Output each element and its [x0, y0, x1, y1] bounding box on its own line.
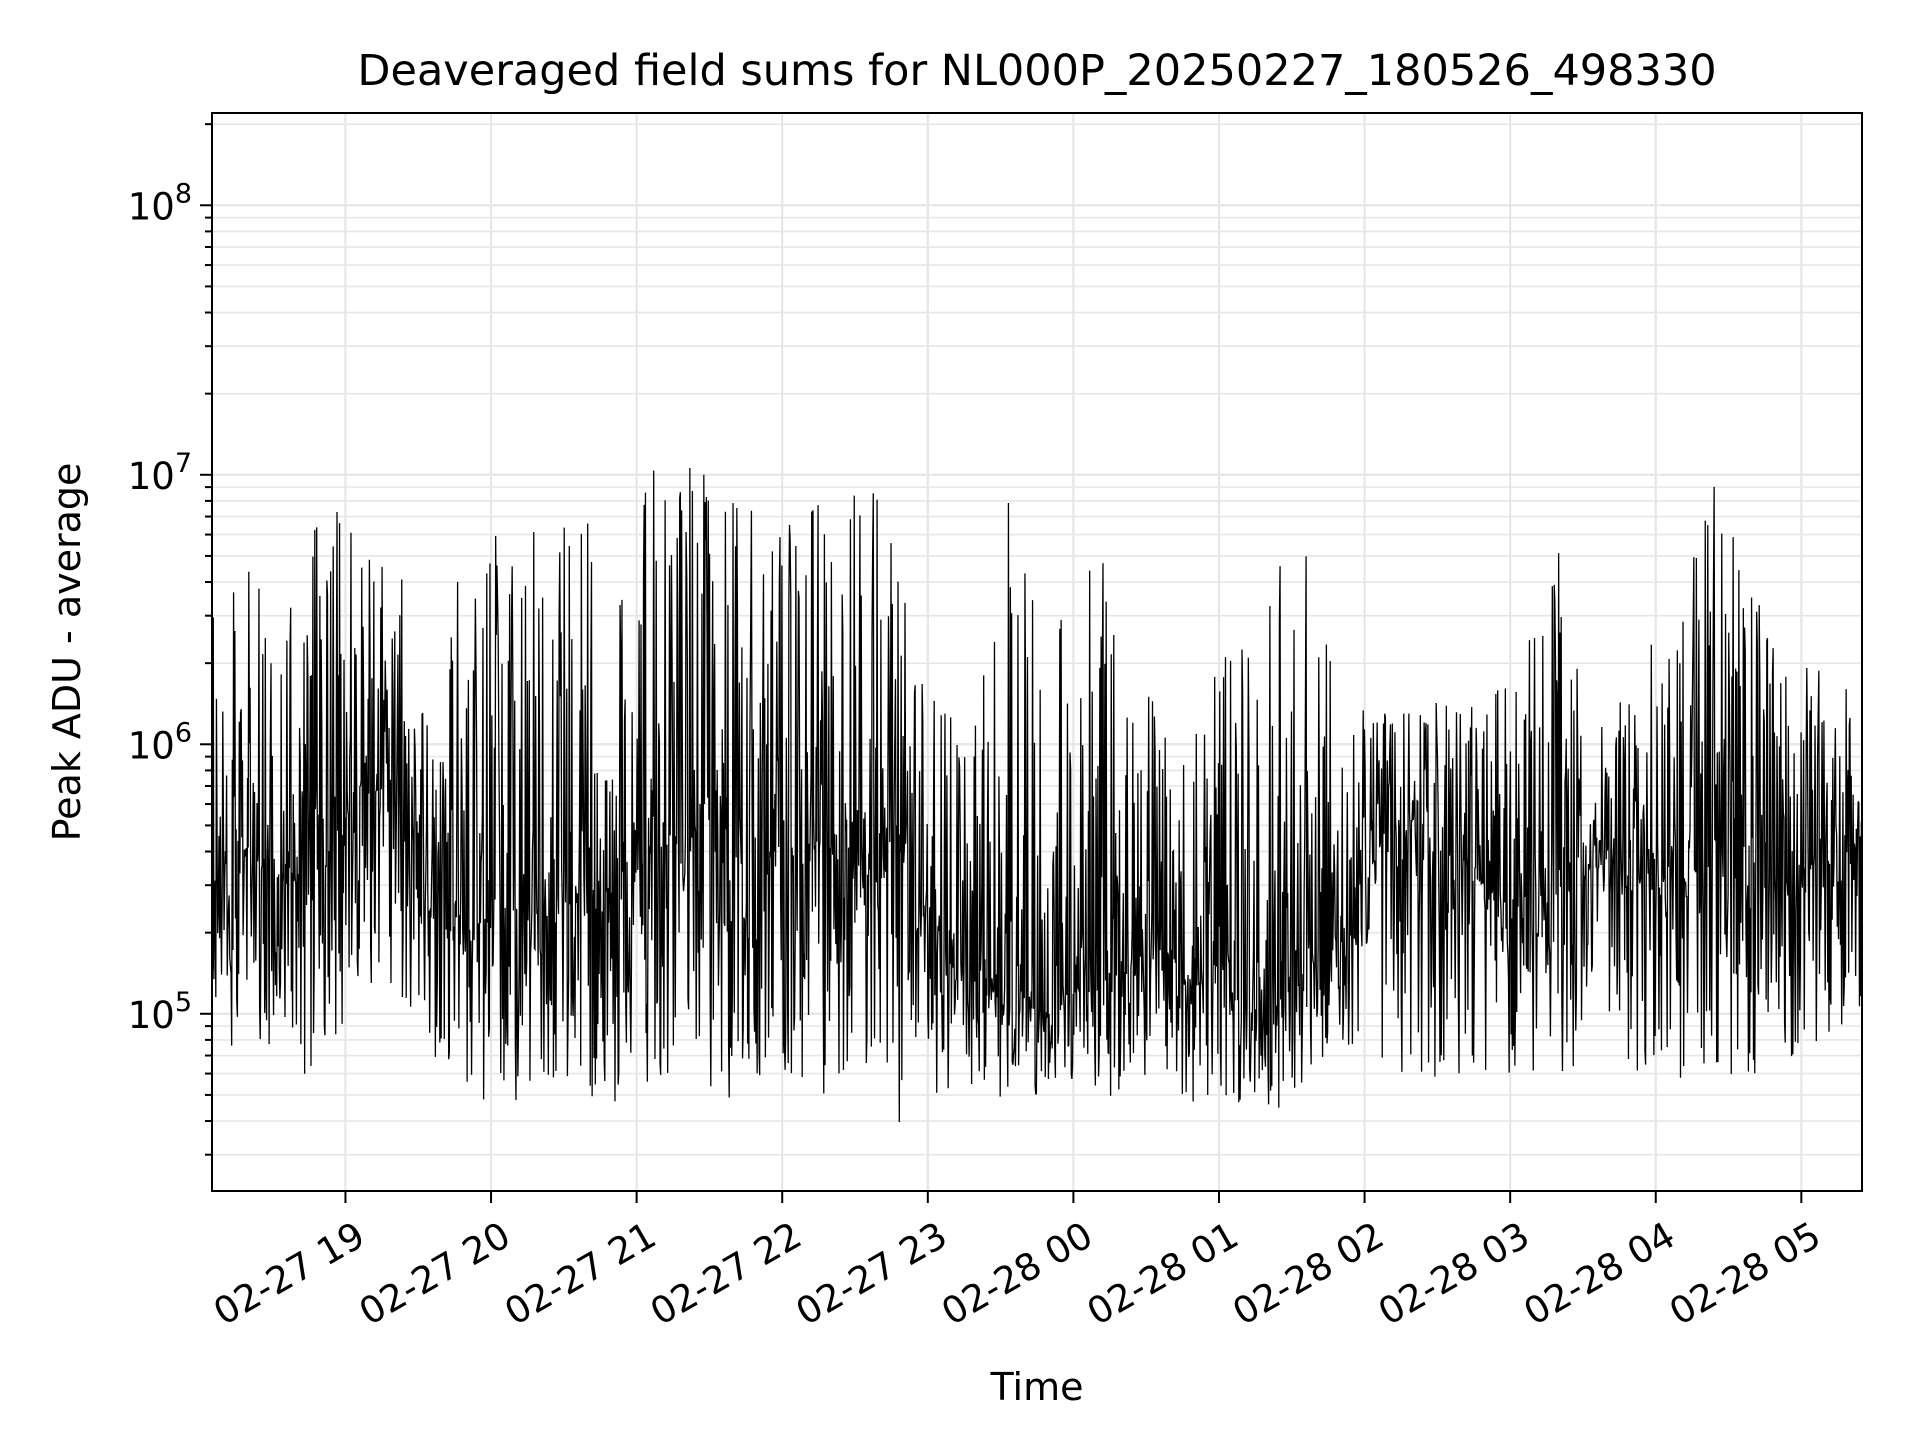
y-tick-label: 106 [128, 717, 192, 767]
plot-frame [211, 112, 1863, 1192]
y-tick-label-base: 10 [128, 994, 175, 1037]
y-tick-label-base: 10 [128, 455, 175, 498]
y-tick-label-base: 10 [128, 185, 175, 228]
y-tick-label-exponent: 7 [175, 448, 192, 479]
y-tick-label-base: 10 [128, 724, 175, 767]
y-tick-label-exponent: 5 [175, 987, 192, 1018]
y-tick-label: 108 [128, 178, 192, 228]
x-axis-label: Time [990, 1365, 1084, 1409]
y-tick-label: 105 [128, 987, 192, 1037]
y-axis-label: Peak ADU - average [45, 463, 89, 842]
series-line [212, 468, 1862, 1123]
y-tick-label-exponent: 8 [175, 178, 192, 209]
y-tick-label-exponent: 6 [175, 717, 192, 748]
chart-title: Deaveraged field sums for NL000P_2025022… [357, 46, 1716, 96]
y-tick-label: 107 [128, 448, 192, 498]
series-group [212, 468, 1862, 1123]
